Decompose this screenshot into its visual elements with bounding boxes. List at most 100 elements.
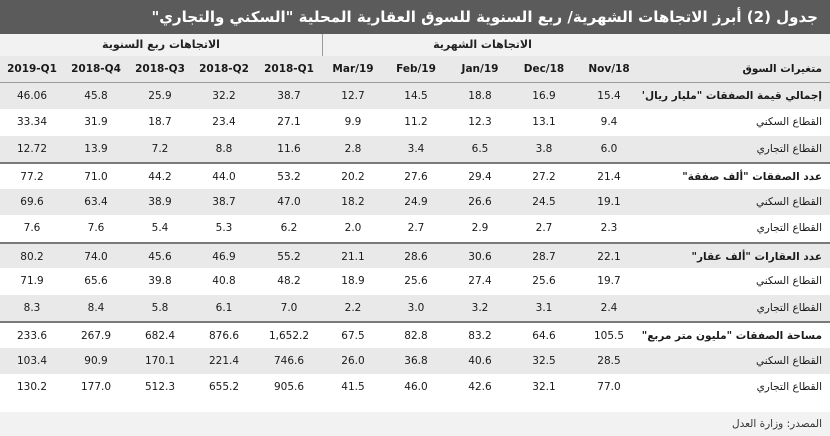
table-cell: 19.1 xyxy=(576,188,642,215)
table-cell: 18.9 xyxy=(341,275,365,287)
table-cell: 15.4 xyxy=(576,82,642,109)
table-cell: 5.3 xyxy=(215,222,233,234)
table-cell: 77.2 xyxy=(0,162,64,189)
table-cell: 25.9 xyxy=(128,82,192,109)
table-cell: 26.0 xyxy=(322,347,384,374)
table-cell: 65.6 xyxy=(84,275,108,287)
table-cell: 28.7 xyxy=(512,241,576,268)
table-cell: 8.8 xyxy=(192,135,256,162)
table-cell: 9.9 xyxy=(344,116,362,128)
table-cell: 14.5 xyxy=(384,82,448,109)
table-cell: 39.8 xyxy=(148,275,172,287)
table-cell: 77.0 xyxy=(597,381,621,393)
table-cell: 64.6 xyxy=(512,321,576,348)
table-cell: 42.6 xyxy=(468,381,492,393)
table-cell: 2.3 xyxy=(600,222,618,234)
table-cell: 71.0 xyxy=(64,162,128,189)
table-cell: 267.9 xyxy=(64,321,128,348)
table-cell: 82.8 xyxy=(384,321,448,348)
table-cell: 18.7 xyxy=(148,116,172,128)
row-label: القطاع السكني xyxy=(642,188,830,215)
table-cell: 105.5 xyxy=(576,321,642,348)
row-label: إجمالي قيمة الصفقات "مليار ريال" xyxy=(642,82,830,109)
table-cell: 26.6 xyxy=(448,188,512,215)
table-cell: 90.9 xyxy=(64,347,128,374)
table-cell: 3.1 xyxy=(512,294,576,321)
table-cell: 38.9 xyxy=(128,188,192,215)
column-header: 2018-Q3 xyxy=(128,56,192,83)
table-cell: 2.7 xyxy=(407,222,425,234)
row-label: عدد الصفقات "ألف صفقة" xyxy=(642,162,830,189)
table-cell: 46.06 xyxy=(0,82,64,109)
table-cell: 905.6 xyxy=(273,381,305,393)
table-cell: 9.4 xyxy=(600,116,618,128)
table-cell: 2.8 xyxy=(322,135,384,162)
table-cell: 83.2 xyxy=(448,321,512,348)
table-cell: 21.1 xyxy=(322,241,384,268)
group-divider xyxy=(322,34,323,56)
table-cell: 2.0 xyxy=(344,222,362,234)
table-cell: 19.7 xyxy=(597,275,621,287)
group-label-quarterly: الاتجاهات ربع السنوية xyxy=(102,38,220,51)
table-cell: 2.4 xyxy=(576,294,642,321)
table-cell: 46.0 xyxy=(404,381,428,393)
table-cell: 24.5 xyxy=(512,188,576,215)
table-cell: 28.6 xyxy=(384,241,448,268)
table-cell: 746.6 xyxy=(256,347,322,374)
table-cell: 25.6 xyxy=(404,275,428,287)
table-cell: 103.4 xyxy=(0,347,64,374)
table-cell: 28.5 xyxy=(576,347,642,374)
table-cell: 6.2 xyxy=(280,222,298,234)
group-label-monthly: الاتجاهات الشهرية xyxy=(433,38,532,51)
table-cell: 69.6 xyxy=(0,188,64,215)
table-cell: 63.4 xyxy=(64,188,128,215)
table-cell: 18.2 xyxy=(322,188,384,215)
row-label: القطاع السكني xyxy=(755,116,822,128)
table-cell: 40.6 xyxy=(448,347,512,374)
column-header: 2019-Q1 xyxy=(0,56,64,83)
column-header: 2018-Q2 xyxy=(192,56,256,83)
table-cell: 27.4 xyxy=(468,275,492,287)
table-cell: 23.4 xyxy=(212,116,236,128)
row-label-header: متغيرات السوق xyxy=(642,56,830,83)
table-cell: 21.4 xyxy=(576,162,642,189)
table-cell: 33.34 xyxy=(16,116,48,128)
table-cell: 36.8 xyxy=(384,347,448,374)
table-cell: 3.8 xyxy=(512,135,576,162)
row-label: مساحة الصفقات "مليون متر مربع" xyxy=(642,321,830,348)
table-cell: 31.9 xyxy=(84,116,108,128)
column-header: Jan/19 xyxy=(448,56,512,83)
table-cell: 32.5 xyxy=(512,347,576,374)
table-cell: 27.1 xyxy=(277,116,301,128)
table-cell: 27.2 xyxy=(512,162,576,189)
table-cell: 13.9 xyxy=(64,135,128,162)
table-cell: 7.0 xyxy=(256,294,322,321)
table-cell: 8.4 xyxy=(64,294,128,321)
table-cell: 6.0 xyxy=(576,135,642,162)
table-cell: 512.3 xyxy=(144,381,176,393)
table-cell: 53.2 xyxy=(256,162,322,189)
table-cell: 38.7 xyxy=(192,188,256,215)
row-label: القطاع التجاري xyxy=(756,222,822,234)
table-cell: 1,652.2 xyxy=(256,321,322,348)
table-cell: 48.2 xyxy=(277,275,301,287)
source-note: المصدر: وزارة العدل xyxy=(0,412,830,436)
table-cell: 2.2 xyxy=(322,294,384,321)
table-cell: 18.8 xyxy=(448,82,512,109)
row-label: القطاع التجاري xyxy=(756,381,822,393)
table-cell: 11.6 xyxy=(256,135,322,162)
table-cell: 13.1 xyxy=(532,116,556,128)
table-cell: 7.2 xyxy=(128,135,192,162)
column-header: Dec/18 xyxy=(512,56,576,83)
table-cell: 44.2 xyxy=(128,162,192,189)
table-cell: 40.8 xyxy=(212,275,236,287)
table-cell: 22.1 xyxy=(576,241,642,268)
table-cell: 11.2 xyxy=(404,116,428,128)
table-cell: 32.2 xyxy=(192,82,256,109)
table-cell: 12.3 xyxy=(468,116,492,128)
table-cell: 71.9 xyxy=(20,275,44,287)
table-cell: 25.6 xyxy=(532,275,556,287)
table-cell: 6.1 xyxy=(192,294,256,321)
table-cell: 130.2 xyxy=(16,381,48,393)
row-label: القطاع السكني xyxy=(642,347,830,374)
